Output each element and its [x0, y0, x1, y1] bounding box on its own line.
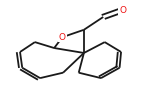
Text: O: O: [119, 6, 126, 15]
Text: O: O: [59, 33, 66, 42]
